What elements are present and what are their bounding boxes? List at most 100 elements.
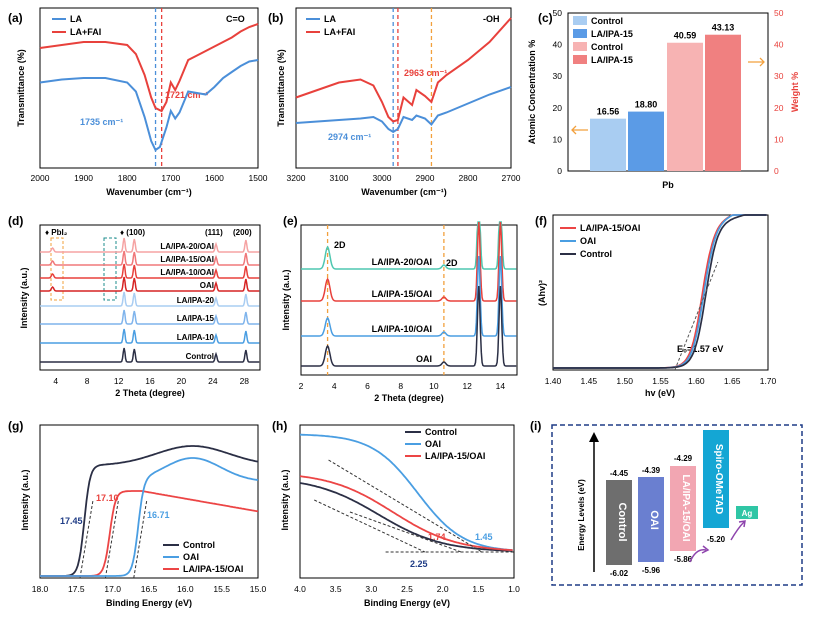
panel-g-xtick: 16.0 <box>177 584 194 594</box>
panel-h-fit-line <box>314 499 426 553</box>
panel-b-corner-label: -OH <box>483 14 500 24</box>
panel-b-xtick: 3200 <box>287 173 306 183</box>
panel-c-bar <box>705 34 741 171</box>
panel-d-series-label: LA/IPA-15/OAI <box>160 255 214 264</box>
panel-d-line <box>40 263 260 279</box>
panel-b-line-la <box>295 86 512 134</box>
panel-i-frame <box>551 424 803 586</box>
panel-g-xlabel: Binding Energy (eV) <box>106 598 192 608</box>
panel-f-xtick: 1.60 <box>688 376 705 386</box>
panel-b-xtick: 2800 <box>459 173 478 183</box>
panel-d-2d-box <box>103 237 117 301</box>
panel-b-legend-la: LA <box>324 14 336 24</box>
panel-g-line <box>40 457 259 577</box>
block-oai <box>638 477 664 562</box>
panel-b-annot-la: 2974 cm⁻¹ <box>328 132 371 142</box>
panel-e-line <box>301 221 517 302</box>
panel-d-xlabel: 2 Theta (degree) <box>115 388 185 398</box>
panel-c-ytick: 10 <box>553 134 563 144</box>
panel-a-annot-la: 1735 cm⁻¹ <box>80 117 123 127</box>
panel-e-line <box>301 255 517 337</box>
panel-c-legend-swatch <box>573 55 587 64</box>
panel-h-legend-control: Control <box>425 427 457 437</box>
panel-h-line <box>299 482 513 552</box>
panel-d-line <box>40 291 260 307</box>
panel-c-legend-laipa15-weight: LA/IPA-15 <box>591 55 633 65</box>
panel-a-xlabel: Wavenumber (cm⁻¹) <box>106 187 191 197</box>
panel-a-line-lafai <box>39 23 259 113</box>
panel-b-ylabel: Transmittance (%) <box>276 49 286 127</box>
panel-letter-b: (b) <box>268 11 283 25</box>
panel-e-xtick: 6 <box>365 381 370 391</box>
panel-f-legend-oai: OAI <box>580 236 596 246</box>
panel-g-ylabel: Intensity (a.u.) <box>20 469 30 530</box>
panel-d-pbi2-box <box>50 237 64 301</box>
panel-c-bar-label: 40.59 <box>674 31 697 41</box>
panel-i-transfer-arrow <box>689 549 707 563</box>
panel-f-frame <box>552 214 769 371</box>
panel-d-series-label: LA/IPA-10/OAI <box>160 268 214 277</box>
panel-i-transfer-arrowhead <box>701 545 710 554</box>
panel-d-xtick: 12 <box>114 376 124 386</box>
panel-g-xtick: 17.0 <box>104 584 121 594</box>
panel-h-xtick: 4.0 <box>294 584 306 594</box>
panel-c-y2tick: 0 <box>774 166 779 176</box>
panel-c-bar-label: 16.56 <box>597 107 620 117</box>
panel-c-legend-control: Control <box>591 16 623 26</box>
panel-b-xtick: 3000 <box>373 173 392 183</box>
panel-f-xtick: 1.40 <box>545 376 562 386</box>
panel-e-xtick: 10 <box>429 381 439 391</box>
panel-e-line <box>301 285 517 367</box>
panel-c-legend-laipa15: LA/IPA-15 <box>591 29 633 39</box>
panel-letter-g: (g) <box>8 419 23 433</box>
panel-i-ylabel: Energy Levels (eV) <box>577 479 586 551</box>
panel-f-xtick: 1.50 <box>616 376 633 386</box>
panel-c-y2tick: 20 <box>774 103 784 113</box>
panel-c-bar <box>590 118 626 171</box>
panel-h-annot-oai: 1.45 <box>475 532 493 542</box>
block-laipa15oai-bottom: -5.86 <box>674 555 693 564</box>
panel-g-legend-control: Control <box>183 540 215 550</box>
block-ag <box>736 506 758 519</box>
panel-c-y2label: Weight % <box>790 72 800 112</box>
panel-e-ylabel: Intensity (a.u.) <box>281 269 291 330</box>
panel-g-annot-laipa15oai: 17.10 <box>96 493 119 503</box>
panel-c-y2tick: 50 <box>774 8 784 18</box>
panel-g-legend-laipa15oai: LA/IPA-15/OAI <box>183 564 243 574</box>
arrow-up-icon <box>589 432 599 442</box>
panel-d-xtick: 8 <box>85 376 90 386</box>
panel-letter-d: (d) <box>8 214 23 228</box>
block-oai-top: -4.39 <box>642 466 661 475</box>
panel-b-xtick: 2900 <box>416 173 435 183</box>
panel-g-annot-oai: 16.71 <box>147 510 170 520</box>
panel-f-annotation: E₀=1.57 eV <box>677 344 723 354</box>
panel-d-ylabel: Intensity (a.u.) <box>19 267 29 328</box>
panel-c-y2tick: 40 <box>774 40 784 50</box>
panel-a: Transmittance (%) Wavenumber (cm⁻¹) 2000… <box>16 7 268 197</box>
panel-f-line <box>553 214 767 369</box>
panel-h-ylabel: Intensity (a.u.) <box>280 469 290 530</box>
panel-d-peak-200: (200) <box>233 228 252 237</box>
panel-c-left-arrow <box>571 125 588 135</box>
panel-d-xtick: 28 <box>240 376 250 386</box>
block-ag-label: Ag <box>742 509 753 518</box>
panel-i-transfer-arrow <box>730 521 745 541</box>
panel-f-ylabel: (Ahv)² <box>537 280 547 306</box>
panel-d-peak-100: ♦ (100) <box>120 228 145 237</box>
panel-f-xtick: 1.55 <box>652 376 669 386</box>
panel-g-xtick: 15.0 <box>250 584 267 594</box>
panel-g-legend-oai: OAI <box>183 552 199 562</box>
panel-d: Intensity (a.u.) 2 Theta (degree) 4 8 12… <box>19 224 261 398</box>
panel-c-ylabel: Atomic Concentration % <box>527 40 537 145</box>
panel-d-peak-pbi2: ♦ PbI₂ <box>45 228 68 237</box>
block-control-top: -4.45 <box>610 469 629 478</box>
panel-e-peak-2d-right: 2D <box>446 258 458 268</box>
panel-e-frame <box>300 224 518 376</box>
panel-letter-i: (i) <box>530 419 541 433</box>
panel-g-frame <box>39 424 259 579</box>
panel-b-xlabel: Wavenumber (cm⁻¹) <box>361 187 446 197</box>
panel-b-legend-lafai: LA+FAI <box>324 27 355 37</box>
panel-d-frame <box>39 224 261 371</box>
panel-a-xtick: 1700 <box>161 173 180 183</box>
